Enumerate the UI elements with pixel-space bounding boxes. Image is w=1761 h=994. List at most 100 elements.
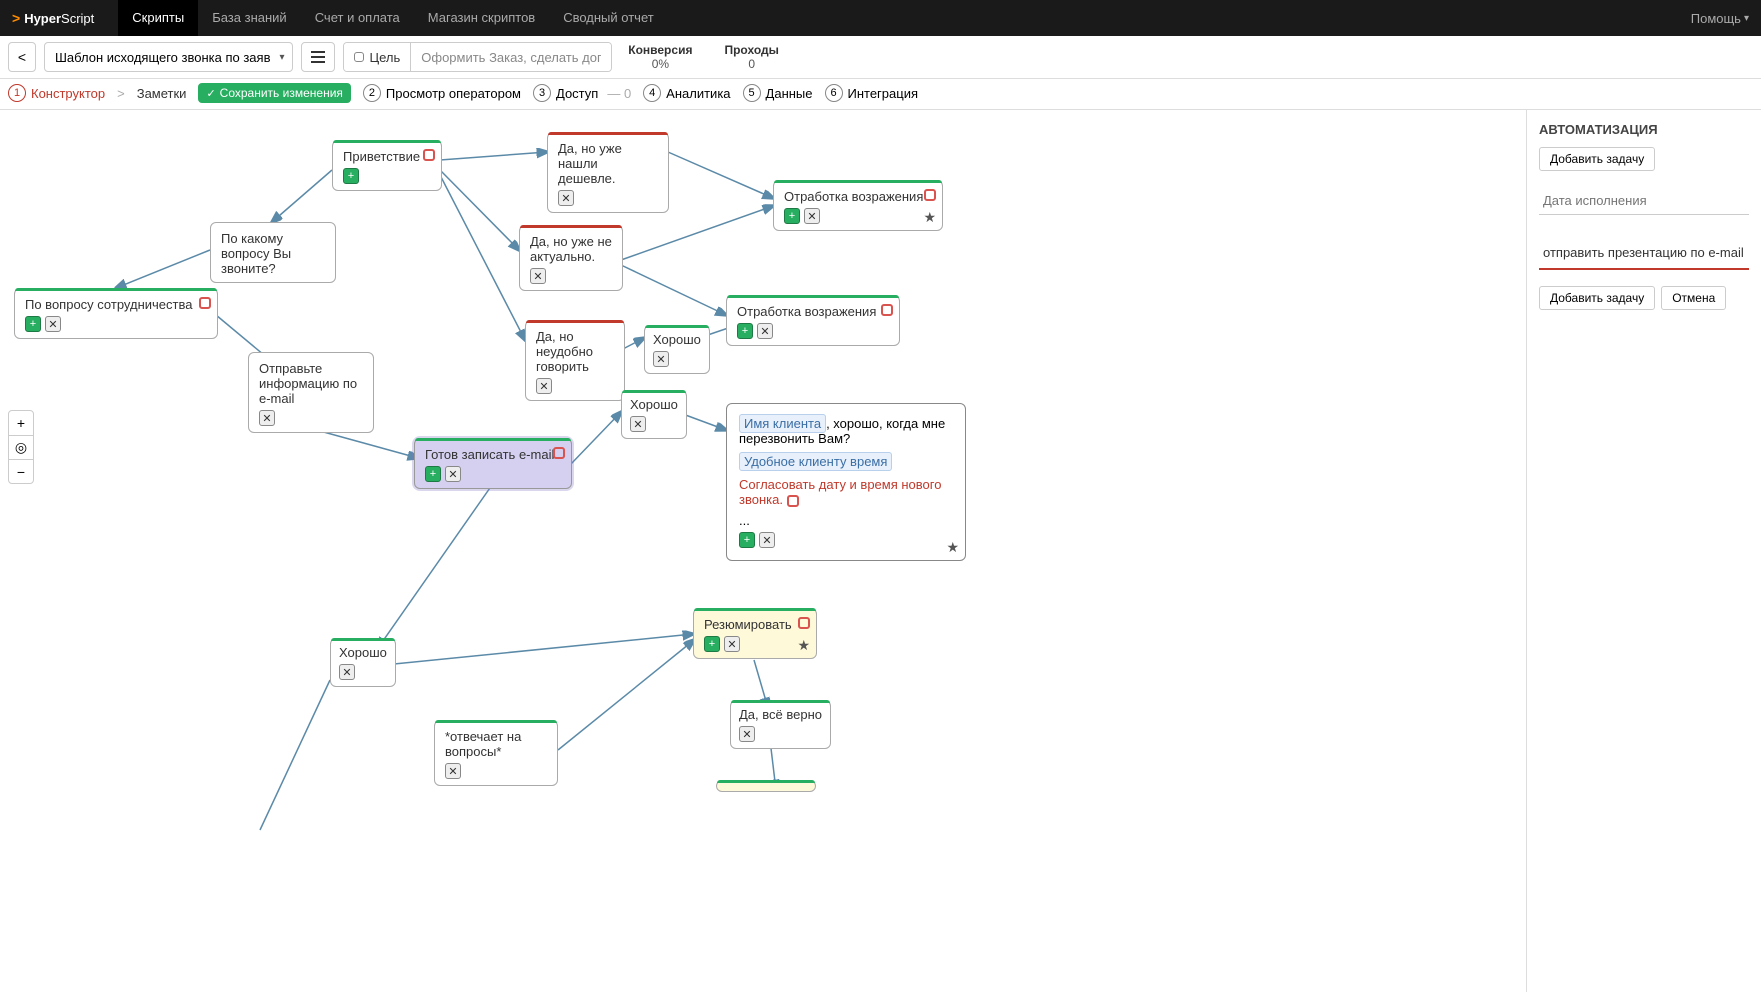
task-text-input[interactable] — [1539, 239, 1749, 270]
automation-sidebar: АВТОМАТИЗАЦИЯ Добавить задачу Добавить з… — [1526, 110, 1761, 992]
template-dropdown[interactable]: Шаблон исходящего звонка по заяв — [44, 42, 293, 72]
node-answers[interactable]: *отвечает на вопросы* ✕ — [434, 720, 558, 786]
tab-access[interactable]: 3Доступ— 0 — [533, 84, 631, 102]
tab-bar: 1Конструктор > Заметки Сохранить изменен… — [0, 79, 1761, 110]
goal-label: Цель — [344, 43, 411, 71]
nav-report[interactable]: Сводный отчет — [549, 0, 668, 36]
tab-analytics[interactable]: 4Аналитика — [643, 84, 730, 102]
tab-data[interactable]: 5Данные — [743, 84, 813, 102]
menu-button[interactable] — [301, 42, 335, 72]
tab-operator-label: Просмотр оператором — [386, 86, 521, 101]
tab-constructor[interactable]: 1Конструктор — [8, 84, 105, 102]
node-detail-callback[interactable]: Имя клиента, хорошо, когда мне перезвони… — [726, 403, 966, 561]
cancel-button[interactable]: Отмена — [1661, 286, 1726, 310]
close-icon[interactable]: ✕ — [530, 268, 546, 284]
goal-group: Цель — [343, 42, 612, 72]
node-correct-title: Да, всё верно — [739, 707, 822, 722]
goal-icon — [423, 149, 435, 161]
zoom-out-button[interactable]: − — [9, 459, 33, 483]
goal-icon — [199, 297, 211, 309]
node-question[interactable]: По какому вопросу Вы звоните? — [210, 222, 336, 283]
node-good1-title: Хорошо — [653, 332, 701, 347]
goal-icon — [881, 304, 893, 316]
close-icon[interactable]: ✕ — [804, 208, 820, 224]
close-icon[interactable]: ✕ — [739, 726, 755, 742]
logo[interactable]: > HyperScript — [12, 10, 94, 26]
node-objection2[interactable]: Отработка возражения +✕ — [726, 295, 900, 346]
add-icon[interactable]: + — [784, 208, 800, 224]
zoom-center-button[interactable]: ◎ — [9, 435, 33, 459]
template-name: Шаблон исходящего звонка по заяв — [55, 50, 270, 65]
stat-conv-label: Конверсия — [628, 43, 692, 57]
close-icon[interactable]: ✕ — [339, 664, 355, 680]
nav-scripts[interactable]: Скрипты — [118, 0, 198, 36]
stats: Конверсия 0% Проходы 0 — [628, 43, 779, 71]
tab-integration[interactable]: 6Интеграция — [825, 84, 919, 102]
save-button[interactable]: Сохранить изменения — [198, 83, 350, 103]
add-icon[interactable]: + — [704, 636, 720, 652]
node-email-title: Отправьте информацию по e-mail — [259, 361, 357, 406]
goal-icon — [798, 617, 810, 629]
node-irrelevant[interactable]: Да, но уже не актуально. ✕ — [519, 225, 623, 291]
close-icon[interactable]: ✕ — [445, 763, 461, 779]
node-greeting-title: Приветствие — [343, 149, 420, 164]
close-icon[interactable]: ✕ — [445, 466, 461, 482]
tab-data-label: Данные — [766, 86, 813, 101]
stat-conversion: Конверсия 0% — [628, 43, 692, 71]
notes-label[interactable]: Заметки — [137, 86, 187, 101]
stat-pass-value: 0 — [724, 57, 778, 71]
nav-kb[interactable]: База знаний — [198, 0, 301, 36]
var-client-time[interactable]: Удобное клиенту время — [739, 452, 892, 471]
close-icon[interactable]: ✕ — [259, 410, 275, 426]
top-nav: > HyperScript Скрипты База знаний Счет и… — [0, 0, 1761, 36]
node-good3[interactable]: Хорошо ✕ — [330, 638, 396, 687]
stat-pass-label: Проходы — [724, 43, 778, 57]
node-greeting[interactable]: Приветствие + — [332, 140, 442, 191]
add-icon[interactable]: + — [737, 323, 753, 339]
tab-access-count: — 0 — [607, 86, 631, 101]
tab-operator-view[interactable]: 2Просмотр оператором — [363, 84, 521, 102]
close-icon[interactable]: ✕ — [653, 351, 669, 367]
back-button[interactable]: < — [8, 42, 36, 72]
node-ready-email[interactable]: Готов записать e-mail +✕ — [414, 438, 572, 489]
node-partial[interactable] — [716, 780, 816, 792]
nav-billing[interactable]: Счет и оплата — [301, 0, 414, 36]
node-good2[interactable]: Хорошо ✕ — [621, 390, 687, 439]
add-icon[interactable]: + — [425, 466, 441, 482]
node-good1[interactable]: Хорошо ✕ — [644, 325, 710, 374]
close-icon[interactable]: ✕ — [759, 532, 775, 548]
add-icon[interactable]: + — [25, 316, 41, 332]
goal-input[interactable] — [411, 43, 611, 71]
close-icon[interactable]: ✕ — [536, 378, 552, 394]
add-task-submit[interactable]: Добавить задачу — [1539, 286, 1655, 310]
node-cheaper[interactable]: Да, но уже нашли дешевле. ✕ — [547, 132, 669, 213]
detail-dots: ... — [739, 513, 953, 528]
help-dropdown[interactable]: Помощь — [1691, 11, 1749, 26]
date-input[interactable] — [1539, 187, 1749, 215]
close-icon[interactable]: ✕ — [630, 416, 646, 432]
nav-store[interactable]: Магазин скриптов — [414, 0, 549, 36]
star-icon: ★ — [797, 637, 810, 654]
close-icon[interactable]: ✕ — [45, 316, 61, 332]
node-cooperation[interactable]: По вопросу сотрудничества +✕ — [14, 288, 218, 339]
goal-icon — [354, 52, 364, 62]
canvas[interactable]: Приветствие + Да, но уже нашли дешевле. … — [0, 110, 1526, 992]
detail-line1: Имя клиента, хорошо, когда мне перезвони… — [739, 416, 953, 446]
sub-toolbar: < Шаблон исходящего звонка по заяв Цель … — [0, 36, 1761, 79]
tab-integration-label: Интеграция — [848, 86, 919, 101]
node-resume[interactable]: Резюмировать ★ +✕ — [693, 608, 817, 659]
logo-thin: Script — [61, 11, 94, 26]
node-correct[interactable]: Да, всё верно ✕ — [730, 700, 831, 749]
zoom-in-button[interactable]: + — [9, 411, 33, 435]
tab-access-label: Доступ — [556, 86, 598, 101]
add-icon[interactable]: + — [739, 532, 755, 548]
close-icon[interactable]: ✕ — [558, 190, 574, 206]
add-task-button-top[interactable]: Добавить задачу — [1539, 147, 1655, 171]
stat-passes: Проходы 0 — [724, 43, 778, 71]
node-busy[interactable]: Да, но неудобно говорить ✕ — [525, 320, 625, 401]
node-email-info[interactable]: Отправьте информацию по e-mail ✕ — [248, 352, 374, 433]
close-icon[interactable]: ✕ — [724, 636, 740, 652]
node-objection1[interactable]: Отработка возражения ★ +✕ — [773, 180, 943, 231]
add-icon[interactable]: + — [343, 168, 359, 184]
close-icon[interactable]: ✕ — [757, 323, 773, 339]
